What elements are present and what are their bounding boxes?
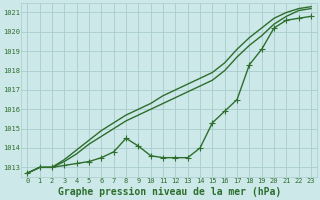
X-axis label: Graphe pression niveau de la mer (hPa): Graphe pression niveau de la mer (hPa) — [58, 187, 281, 197]
